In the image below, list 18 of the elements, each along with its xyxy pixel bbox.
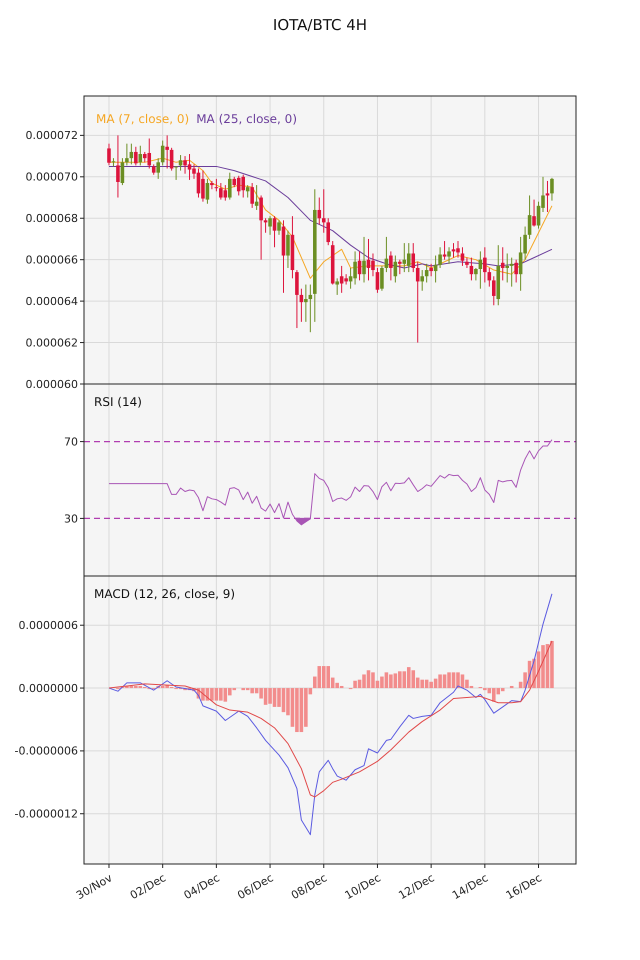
text: MACD (12, 26, close, 9) (94, 587, 236, 601)
y-tick-label: 0.0000006 (18, 619, 78, 632)
y-tick-label: 0.000066 (26, 254, 78, 267)
chart-title: IOTA/BTC 4H (272, 16, 368, 34)
text: RSI (14) (94, 395, 142, 409)
y-tick-label: -0.0000006 (14, 744, 78, 758)
text: MA (25, close, 0) (196, 112, 297, 126)
y-tick-label: 0.000060 (26, 378, 78, 391)
y-tick-label: 0.000068 (26, 212, 78, 226)
y-tick-label: 0.0000000 (18, 682, 78, 695)
y-tick-label: 0.000070 (26, 170, 78, 184)
text: MA (7, close, 0) (96, 112, 190, 126)
y-tick-label: -0.0000012 (14, 808, 78, 821)
y-tick-label: 0.000062 (26, 336, 78, 350)
y-tick-label: 0.000064 (26, 294, 78, 308)
y-tick-label: 30 (64, 512, 78, 526)
y-tick-label: 70 (64, 435, 78, 448)
y-tick-label: 0.000072 (26, 129, 78, 142)
